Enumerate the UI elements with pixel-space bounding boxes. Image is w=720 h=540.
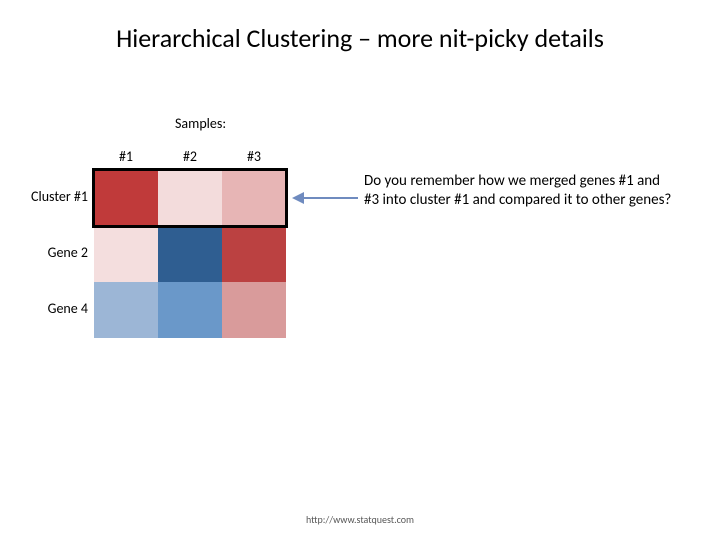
cluster-outline (92, 168, 288, 228)
row-label-cluster1: Cluster #1 (14, 188, 88, 205)
footer-url: http://www.statquest.com (0, 513, 720, 526)
samples-caption: Samples: (175, 115, 226, 132)
heatmap-cell (158, 282, 222, 338)
heatmap-cell (222, 226, 286, 282)
heatmap-cell (94, 226, 158, 282)
heatmap-row (94, 282, 286, 338)
row-label-gene4: Gene 4 (14, 300, 88, 317)
heatmap-cell (158, 226, 222, 282)
col-label-1: #1 (113, 148, 139, 165)
heatmap-cell (222, 282, 286, 338)
arrow-icon (290, 186, 360, 210)
heatmap-cell (94, 282, 158, 338)
annotation-text: Do you remember how we merged genes #1 a… (364, 172, 674, 210)
heatmap-row (94, 226, 286, 282)
col-label-2: #2 (177, 148, 203, 165)
col-label-3: #3 (241, 148, 267, 165)
row-label-gene2: Gene 2 (14, 244, 88, 261)
page-title: Hierarchical Clustering – more nit-picky… (0, 22, 720, 54)
